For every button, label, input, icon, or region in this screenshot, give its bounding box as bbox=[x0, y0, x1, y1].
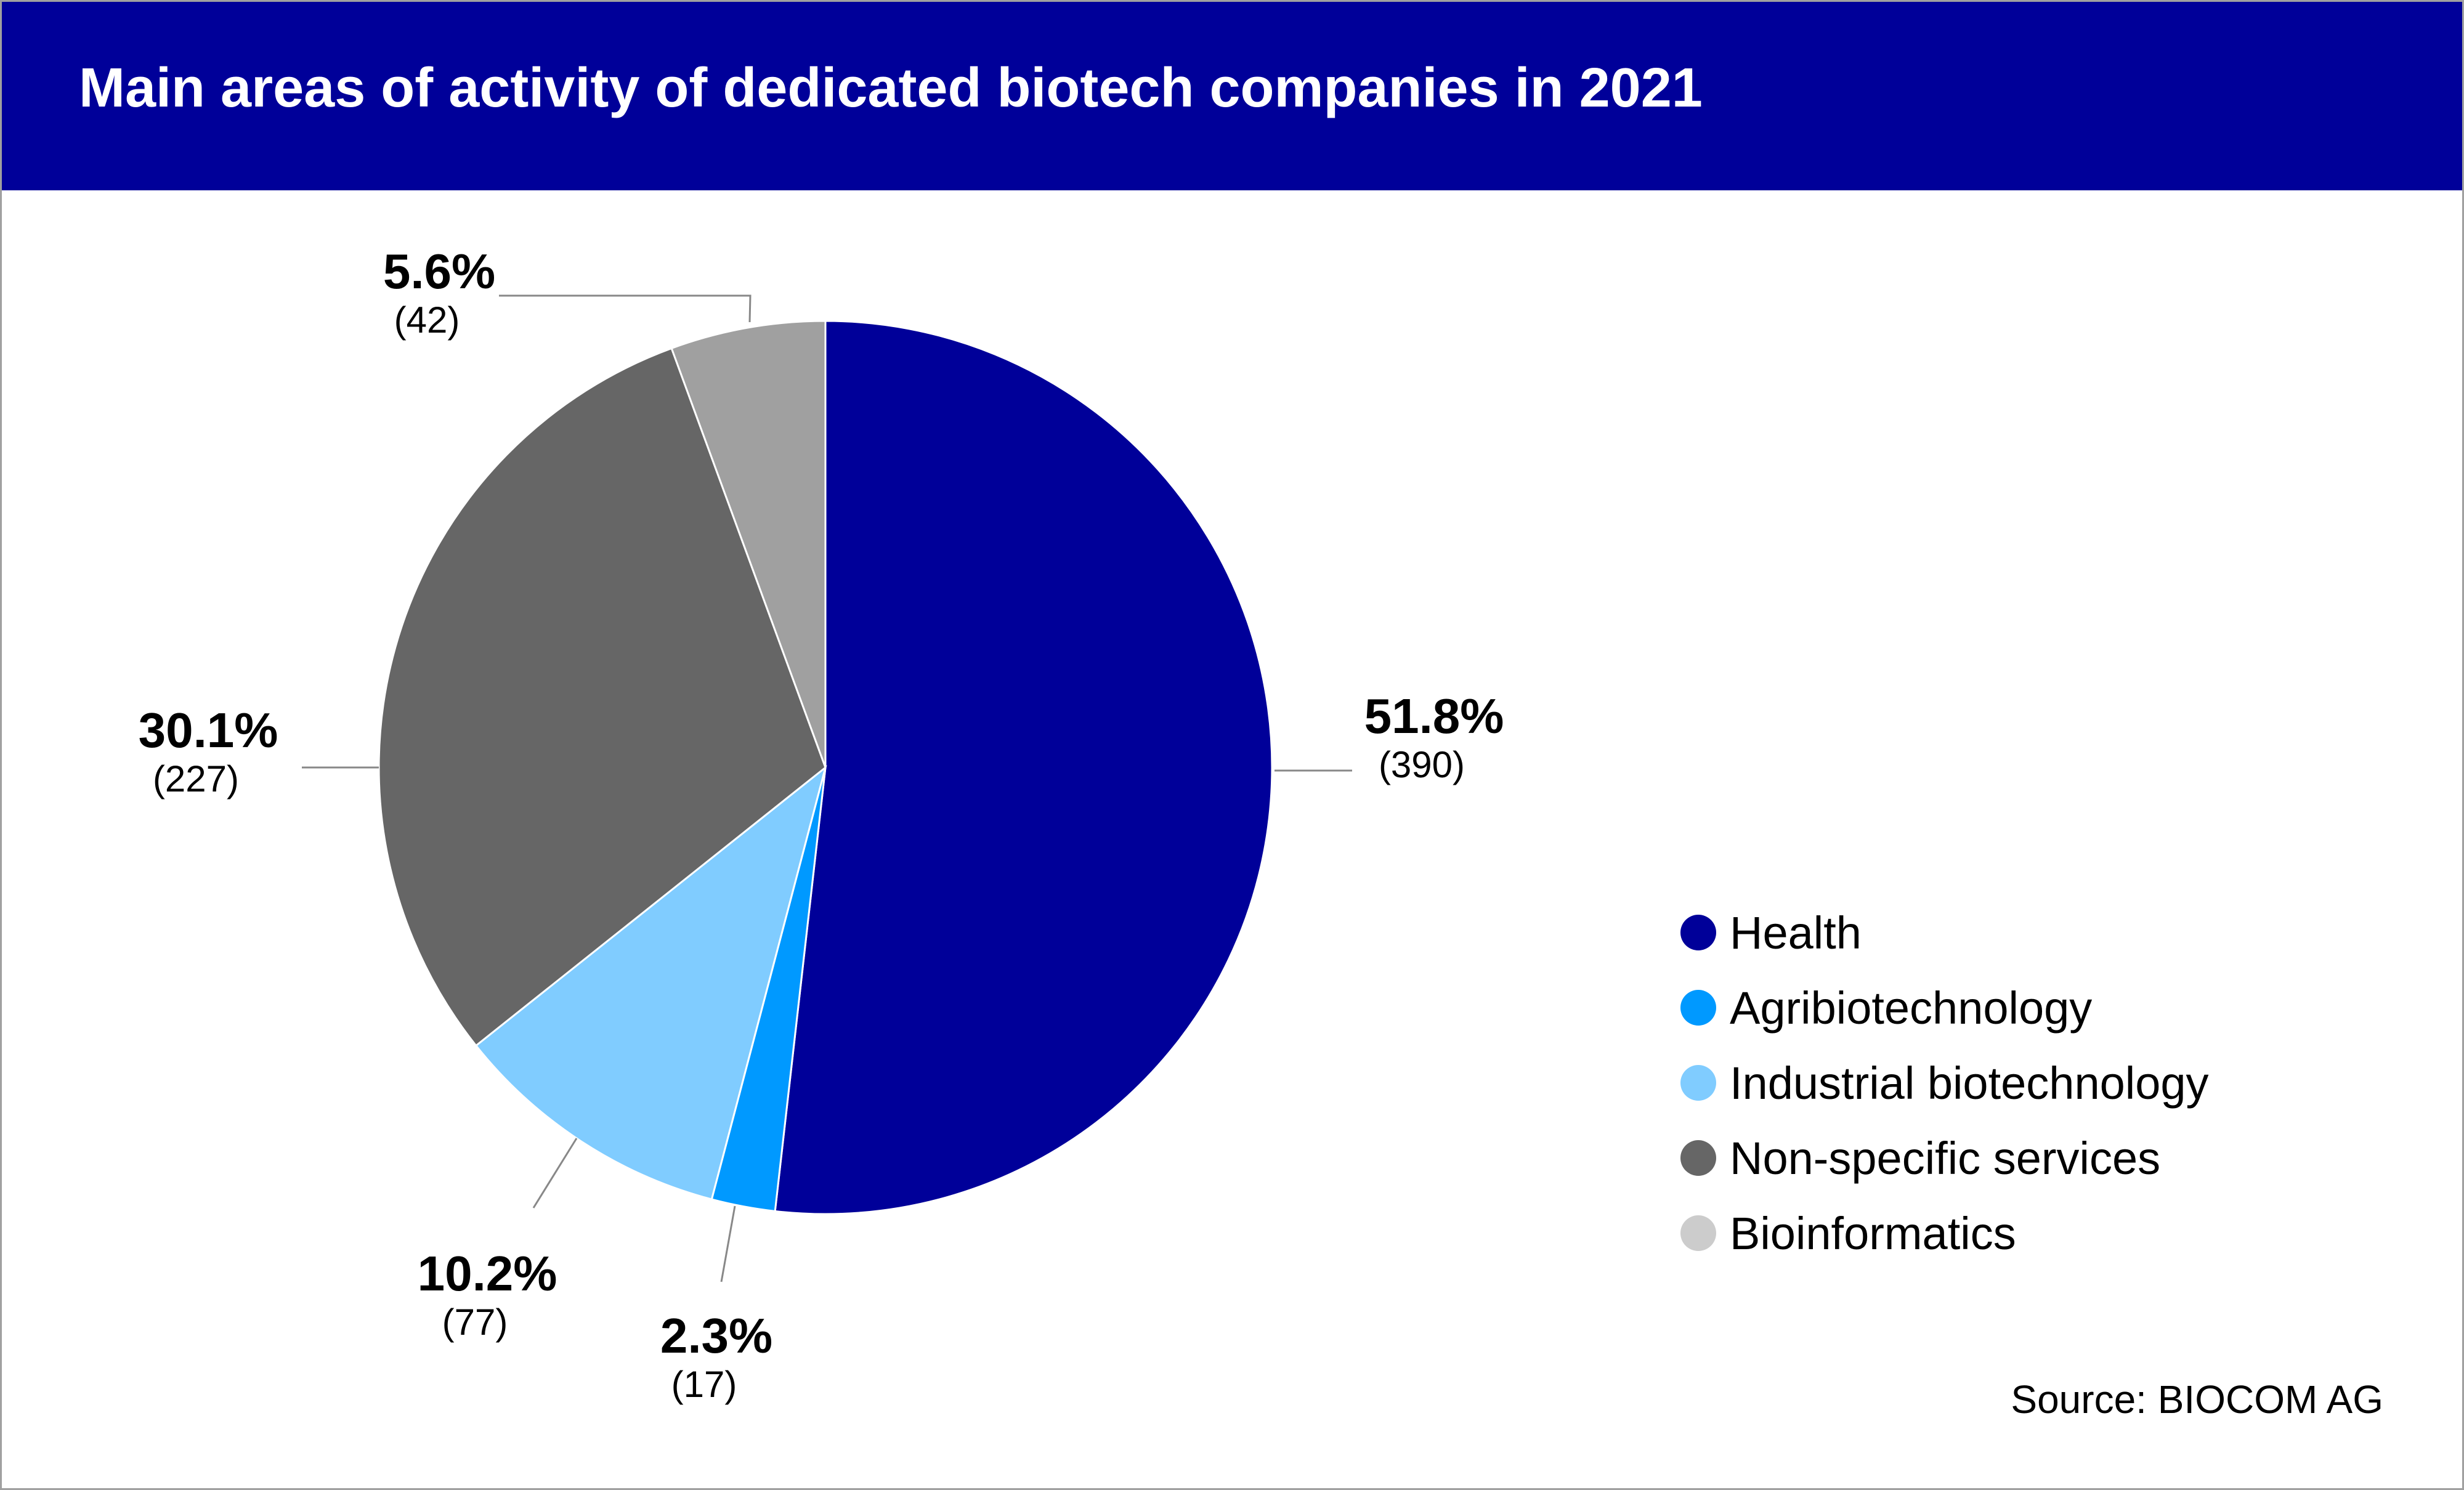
title-banner: Main areas of activity of dedicated biot… bbox=[2, 2, 2462, 190]
count-label-industrial-biotechnology: (77) bbox=[442, 1302, 508, 1343]
count-label-agribiotechnology: (17) bbox=[671, 1364, 737, 1405]
legend-item-bioinformatics: Bioinformatics bbox=[1680, 1196, 2209, 1271]
percent-label-agribiotechnology: 2.3% bbox=[660, 1308, 772, 1363]
legend-label: Health bbox=[1730, 907, 1862, 958]
leader-line-bioinformatics bbox=[499, 294, 752, 323]
legend-item-agribiotechnology: Agribiotechnology bbox=[1680, 970, 2209, 1045]
pie-slice-industrial-biotechnology bbox=[474, 765, 827, 1201]
percent-label-non-specific-services: 30.1% bbox=[139, 703, 278, 758]
legend: Health Agribiotechnology Industrial biot… bbox=[1680, 895, 2209, 1271]
legend-item-industrial-biotechnology: Industrial biotechnology bbox=[1680, 1045, 2209, 1120]
pie-slice-health bbox=[774, 320, 1273, 1215]
legend-item-non-specific-services: Non-specific services bbox=[1680, 1120, 2209, 1196]
legend-label: Agribiotechnology bbox=[1730, 982, 2093, 1034]
legend-item-health: Health bbox=[1680, 895, 2209, 970]
leader-line-industrial-biotechnology bbox=[532, 1138, 578, 1209]
legend-swatch bbox=[1680, 1215, 1716, 1251]
legend-label: Non-specific services bbox=[1730, 1132, 2161, 1184]
legend-label: Bioinformatics bbox=[1730, 1207, 2016, 1259]
leader-line-agribiotechnology bbox=[720, 1205, 736, 1282]
legend-swatch bbox=[1680, 990, 1716, 1026]
legend-label: Industrial biotechnology bbox=[1730, 1057, 2209, 1109]
legend-swatch bbox=[1680, 1140, 1716, 1176]
percent-label-industrial-biotechnology: 10.2% bbox=[418, 1246, 557, 1301]
percent-label-bioinformatics: 5.6% bbox=[383, 244, 495, 299]
count-label-health: (390) bbox=[1379, 744, 1465, 785]
legend-swatch bbox=[1680, 1065, 1716, 1101]
source-note: Source: BIOCOM AG bbox=[2011, 1377, 2383, 1422]
legend-swatch bbox=[1680, 915, 1716, 950]
chart-title: Main areas of activity of dedicated biot… bbox=[79, 57, 1703, 119]
percent-label-health: 51.8% bbox=[1364, 689, 1504, 743]
pie-slice-non-specific-services bbox=[378, 347, 827, 1047]
count-label-non-specific-services: (227) bbox=[153, 758, 239, 800]
count-label-bioinformatics: (42) bbox=[394, 299, 460, 341]
pie-slice-bioinformatics bbox=[670, 320, 827, 768]
